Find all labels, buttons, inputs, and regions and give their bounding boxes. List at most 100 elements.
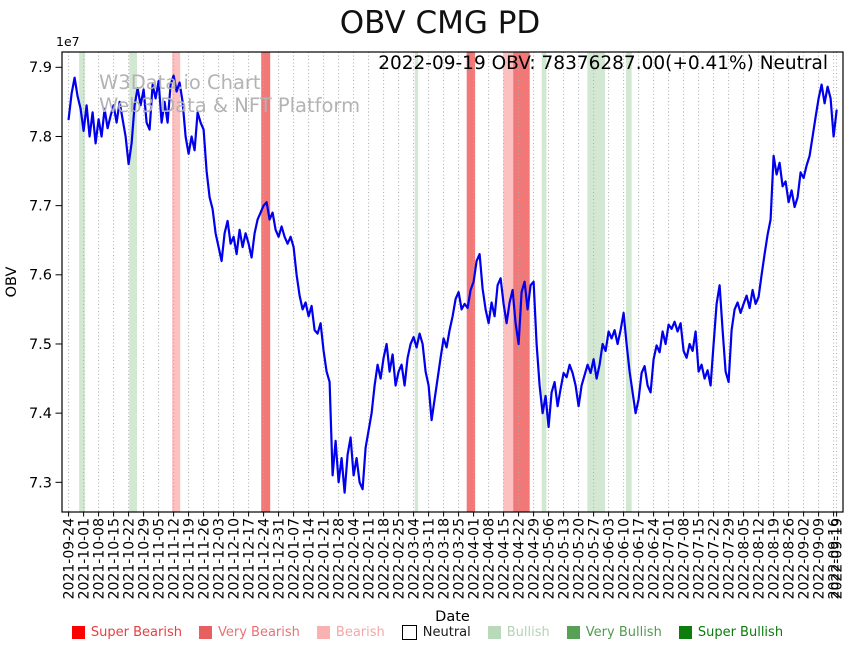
legend: Super Bearish Very Bearish Bearish Neutral B… [0, 625, 855, 640]
obv-line [67, 74, 838, 494]
legend-swatch-super-bearish [71, 626, 85, 639]
x-tick-label: 2021-11-26 [196, 518, 212, 599]
x-tick-label: 2022-03-18 [436, 518, 452, 599]
signal-band-bullish [79, 52, 86, 512]
x-tick-label: 2022-04-15 [496, 518, 512, 599]
signal-band-very-bearish [261, 52, 271, 512]
x-tick-label: 2022-09-09 [811, 518, 827, 599]
x-tick-label: 2022-04-29 [526, 518, 542, 599]
legend-label-very-bearish: Very Bearish [218, 625, 300, 640]
x-tick-label: 2022-04-22 [511, 518, 527, 599]
x-tick-label: 2021-12-03 [211, 518, 227, 599]
legend-swatch-bullish [487, 626, 501, 639]
watermark: W3Data.io Chart Web3 Data & NFT Platform [99, 71, 360, 117]
signal-band-bullish [541, 52, 547, 512]
x-tick-label: 2022-07-08 [676, 518, 692, 599]
x-tick-label: 2021-12-10 [226, 518, 242, 599]
legend-swatch-super-bullish [678, 626, 692, 639]
x-tick-label: 2021-10-01 [76, 518, 92, 599]
legend-item-very-bullish: Very Bullish [566, 625, 662, 640]
x-tick-label: 2021-09-24 [61, 518, 77, 599]
x-tick-label: 2022-07-29 [721, 518, 737, 599]
x-tick-label: 2022-08-19 [766, 518, 782, 599]
signal-band-bullish [129, 52, 137, 512]
x-tick-label: 2022-06-17 [631, 518, 647, 599]
x-tick-label: 2022-02-04 [346, 518, 362, 599]
x-tick-label: 2022-05-20 [571, 518, 587, 599]
legend-swatch-bearish [316, 626, 330, 639]
x-tick-label: 2021-12-17 [241, 518, 257, 599]
x-tick-label: 2022-06-03 [601, 518, 617, 599]
watermark-line2: Web3 Data & NFT Platform [99, 94, 361, 117]
legend-swatch-neutral [401, 625, 417, 640]
x-tick-label: 2021-12-24 [256, 518, 272, 599]
x-tick-label: 2021-11-12 [166, 518, 182, 599]
x-tick-label: 2022-07-01 [661, 518, 677, 599]
signal-band-bearish [503, 52, 514, 512]
x-tick-label: 2022-05-06 [541, 518, 557, 599]
signal-bands [79, 52, 632, 512]
watermark-line1: W3Data.io Chart [99, 71, 261, 94]
x-tick-label: 2022-02-18 [376, 518, 392, 599]
x-tick-label: 2021-10-15 [106, 518, 122, 599]
signal-band-bearish [172, 52, 181, 512]
x-tick-label: 2022-01-28 [331, 518, 347, 599]
signal-band-very-bearish [466, 52, 476, 512]
last-value-annotation: 2022-09-19 OBV: 78376287.00(+0.41%) Neut… [378, 53, 828, 74]
y-tick-label: 7.8 [29, 129, 52, 145]
y-ticks: 7.3 7.4 7.5 7.6 7.7 7.8 7.9 [29, 60, 62, 491]
legend-label-bearish: Bearish [335, 625, 385, 640]
y-offset-text: 1e7 [56, 34, 80, 49]
x-tick-label: 2021-11-19 [181, 518, 197, 599]
legend-item-neutral: Neutral [401, 625, 471, 640]
x-ticks [68, 512, 838, 517]
y-tick-label: 7.3 [29, 475, 52, 491]
legend-item-super-bullish: Super Bullish [678, 625, 784, 640]
x-tick-label: 2022-09-19 [829, 518, 845, 599]
x-tick-label: 2022-07-15 [691, 518, 707, 599]
y-tick-label: 7.5 [29, 337, 52, 353]
x-tick-label: 2021-11-05 [151, 518, 167, 599]
signal-band-bullish [414, 52, 419, 512]
x-tick-label: 2022-05-13 [556, 518, 572, 599]
x-tick-label: 2022-09-02 [796, 518, 812, 599]
signal-band-bullish [587, 52, 605, 512]
legend-item-very-bearish: Very Bearish [199, 625, 300, 640]
x-tick-label: 2022-09-16 [826, 518, 842, 599]
x-tick-label: 2022-02-25 [391, 518, 407, 599]
legend-label-bullish: Bullish [506, 625, 550, 640]
x-tick-label: 2021-10-22 [121, 518, 137, 599]
x-tick-label: 2022-08-05 [736, 518, 752, 599]
legend-label-super-bullish: Super Bullish [697, 625, 784, 640]
legend-label-very-bullish: Very Bullish [585, 625, 662, 640]
legend-label-neutral: Neutral [422, 625, 471, 640]
legend-item-super-bearish: Super Bearish [71, 625, 182, 640]
legend-swatch-very-bullish [566, 626, 580, 639]
y-axis-label: OBV [4, 267, 20, 298]
x-tick-label: 2022-04-01 [466, 518, 482, 599]
x-tick-label: 2022-08-12 [751, 518, 767, 599]
legend-item-bearish: Bearish [316, 625, 385, 640]
chart-title: OBV CMG PD [339, 5, 541, 41]
x-tick-label: 2022-03-04 [406, 518, 422, 599]
plot-border [61, 51, 844, 513]
x-tick-label: 2021-12-31 [271, 518, 287, 599]
signal-band-very-bearish [513, 52, 530, 512]
legend-item-bullish: Bullish [487, 625, 550, 640]
x-axis-label: Date [435, 609, 470, 625]
x-tick-label: 2022-02-11 [361, 518, 377, 599]
x-tick-label: 2021-10-29 [136, 518, 152, 599]
x-tick-label: 2022-06-24 [646, 518, 662, 599]
x-tick-labels: 2021-09-24 2021-10-01 2021-10-08 2021-10-15… [61, 518, 845, 599]
y-tick-label: 7.7 [29, 199, 52, 215]
x-tick-label: 2022-01-14 [301, 518, 317, 599]
x-tick-label: 2022-08-26 [781, 518, 797, 599]
x-tick-label: 2022-01-21 [316, 518, 332, 599]
y-tick-label: 7.9 [29, 60, 52, 76]
legend-label-super-bearish: Super Bearish [90, 625, 182, 640]
legend-swatch-very-bearish [199, 626, 212, 639]
x-tick-label: 2022-04-08 [481, 518, 497, 599]
x-tick-label: 2022-07-22 [706, 518, 722, 599]
